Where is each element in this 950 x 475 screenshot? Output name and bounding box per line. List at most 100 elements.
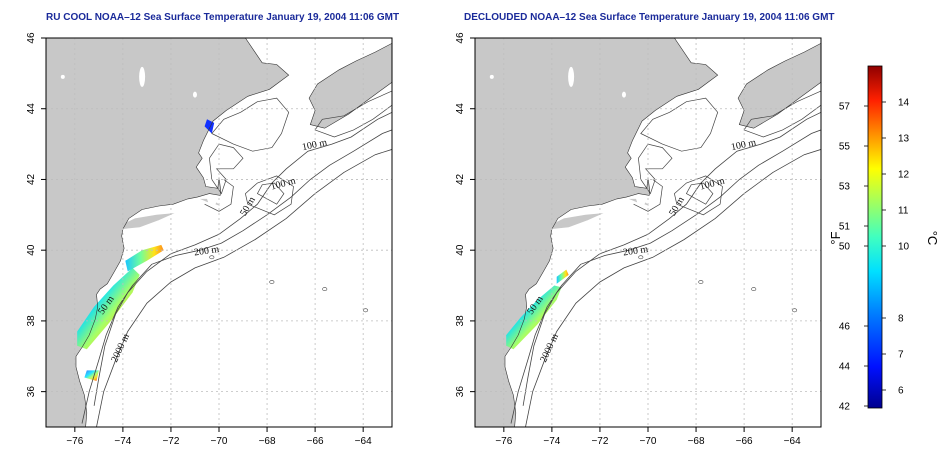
island-land <box>199 198 209 203</box>
fahrenheit-tick-label: 57 <box>839 102 851 113</box>
contour-label: 100 m <box>301 137 328 153</box>
lake-icon <box>60 74 65 79</box>
lake-icon <box>621 91 626 98</box>
sst-data-patch <box>204 119 215 134</box>
land-mass <box>475 38 718 427</box>
longitude-tick-label: −76 <box>495 436 512 447</box>
contour-loop <box>674 175 723 216</box>
lake-icon <box>568 66 575 87</box>
latitude-tick-label: 36 <box>26 386 37 398</box>
island-land <box>628 198 638 203</box>
seamount-contour <box>209 255 215 260</box>
latitude-tick-label: 44 <box>455 103 466 115</box>
coastline <box>475 38 719 427</box>
lake-icon <box>139 66 146 87</box>
seamount-contour <box>698 280 704 284</box>
contour-loop <box>245 175 294 216</box>
seamount-contour <box>792 308 798 313</box>
right-map-title: DECLOUDED NOAA–12 Sea Surface Temperatur… <box>464 12 835 23</box>
longitude-tick-label: −64 <box>355 436 372 447</box>
long-island-land <box>551 213 604 229</box>
celsius-tick-label: 6 <box>898 386 904 397</box>
longitude-tick-label: −74 <box>543 436 560 447</box>
celsius-tick-label: 11 <box>898 206 909 217</box>
contour-2000m <box>525 149 821 427</box>
land-mass <box>46 38 289 427</box>
longitude-tick-label: −68 <box>688 436 705 447</box>
sst-data-patch <box>84 370 99 381</box>
celsius-tick-label: 10 <box>898 242 910 253</box>
contour-loop <box>685 182 714 205</box>
celsius-tick-label: 13 <box>898 134 910 145</box>
longitude-tick-label: −74 <box>114 436 131 447</box>
contour-50m <box>633 179 663 212</box>
latitude-tick-label: 46 <box>26 32 37 44</box>
contour-loop <box>314 90 392 138</box>
temperature-colorbar: 6 7 8 10 11 12 13 14 42 44 46 50 51 53 55 57 °F °C <box>828 65 940 413</box>
longitude-tick-label: −72 <box>162 436 179 447</box>
lake-icon <box>192 91 197 98</box>
fahrenheit-tick-label: 44 <box>839 362 851 373</box>
seamount-contour <box>751 287 757 291</box>
fahrenheit-tick-label: 42 <box>839 402 851 413</box>
contour-100m <box>522 111 821 406</box>
seamount-contour <box>638 255 644 260</box>
coastline <box>737 42 821 129</box>
left-map-title: RU COOL NOAA–12 Sea Surface Temperature … <box>46 12 400 23</box>
fahrenheit-tick-label: 53 <box>839 182 851 193</box>
celsius-tick-label: 14 <box>898 98 910 109</box>
contour-label: 200 m <box>622 244 649 258</box>
nova-scotia-land <box>738 43 821 129</box>
contour-200m <box>81 129 392 424</box>
colorbar-gradient <box>867 65 883 409</box>
contour-label: 200 m <box>193 244 220 258</box>
latitude-tick-label: 40 <box>455 244 466 256</box>
sst-data-patch <box>125 244 164 272</box>
contour-200m <box>510 129 821 424</box>
contour-loop <box>638 143 673 195</box>
seamount-contour <box>269 280 275 284</box>
longitude-tick-label: −72 <box>591 436 608 447</box>
longitude-tick-label: −76 <box>66 436 83 447</box>
contour-loop <box>211 97 290 152</box>
celsius-tick-label: 12 <box>898 170 910 181</box>
fahrenheit-tick-label: 51 <box>839 222 851 233</box>
fahrenheit-tick-label: 46 <box>839 322 851 333</box>
contour-loop <box>743 90 821 138</box>
longitude-tick-label: −64 <box>784 436 801 447</box>
contour-loop <box>640 97 719 152</box>
latitude-tick-label: 42 <box>455 173 466 185</box>
latitude-tick-label: 38 <box>26 315 37 327</box>
celsius-tick-label: 8 <box>898 314 904 325</box>
longitude-tick-label: −66 <box>736 436 753 447</box>
latitude-tick-label: 36 <box>455 386 466 398</box>
celsius-tick-label: 7 <box>898 350 904 361</box>
longitude-tick-label: −70 <box>640 436 657 447</box>
latitude-tick-label: 42 <box>26 173 37 185</box>
coastline <box>308 42 392 129</box>
seamount-contour <box>322 287 328 291</box>
contour-2000m <box>96 149 392 427</box>
contour-label: 2000 m <box>109 332 132 364</box>
contour-label: 2000 m <box>538 332 561 364</box>
celsius-axis-label: °C <box>925 231 940 246</box>
nova-scotia-land <box>309 43 392 129</box>
sst-data-patch <box>77 267 140 350</box>
latitude-tick-label: 46 <box>455 32 466 44</box>
latitude-tick-label: 38 <box>455 315 466 327</box>
longitude-tick-label: −70 <box>211 436 228 447</box>
contour-label: 100 m <box>730 137 757 153</box>
latitude-tick-label: 44 <box>26 103 37 115</box>
fahrenheit-tick-label: 50 <box>839 242 851 253</box>
longitude-tick-label: −68 <box>259 436 276 447</box>
fahrenheit-axis-label: °F <box>828 231 843 244</box>
latitude-tick-label: 40 <box>26 244 37 256</box>
island-land <box>644 202 650 206</box>
contour-loop <box>209 143 244 195</box>
contour-50m <box>204 179 234 212</box>
sst-data-patch <box>506 285 562 350</box>
sst-data-patch <box>556 269 569 284</box>
